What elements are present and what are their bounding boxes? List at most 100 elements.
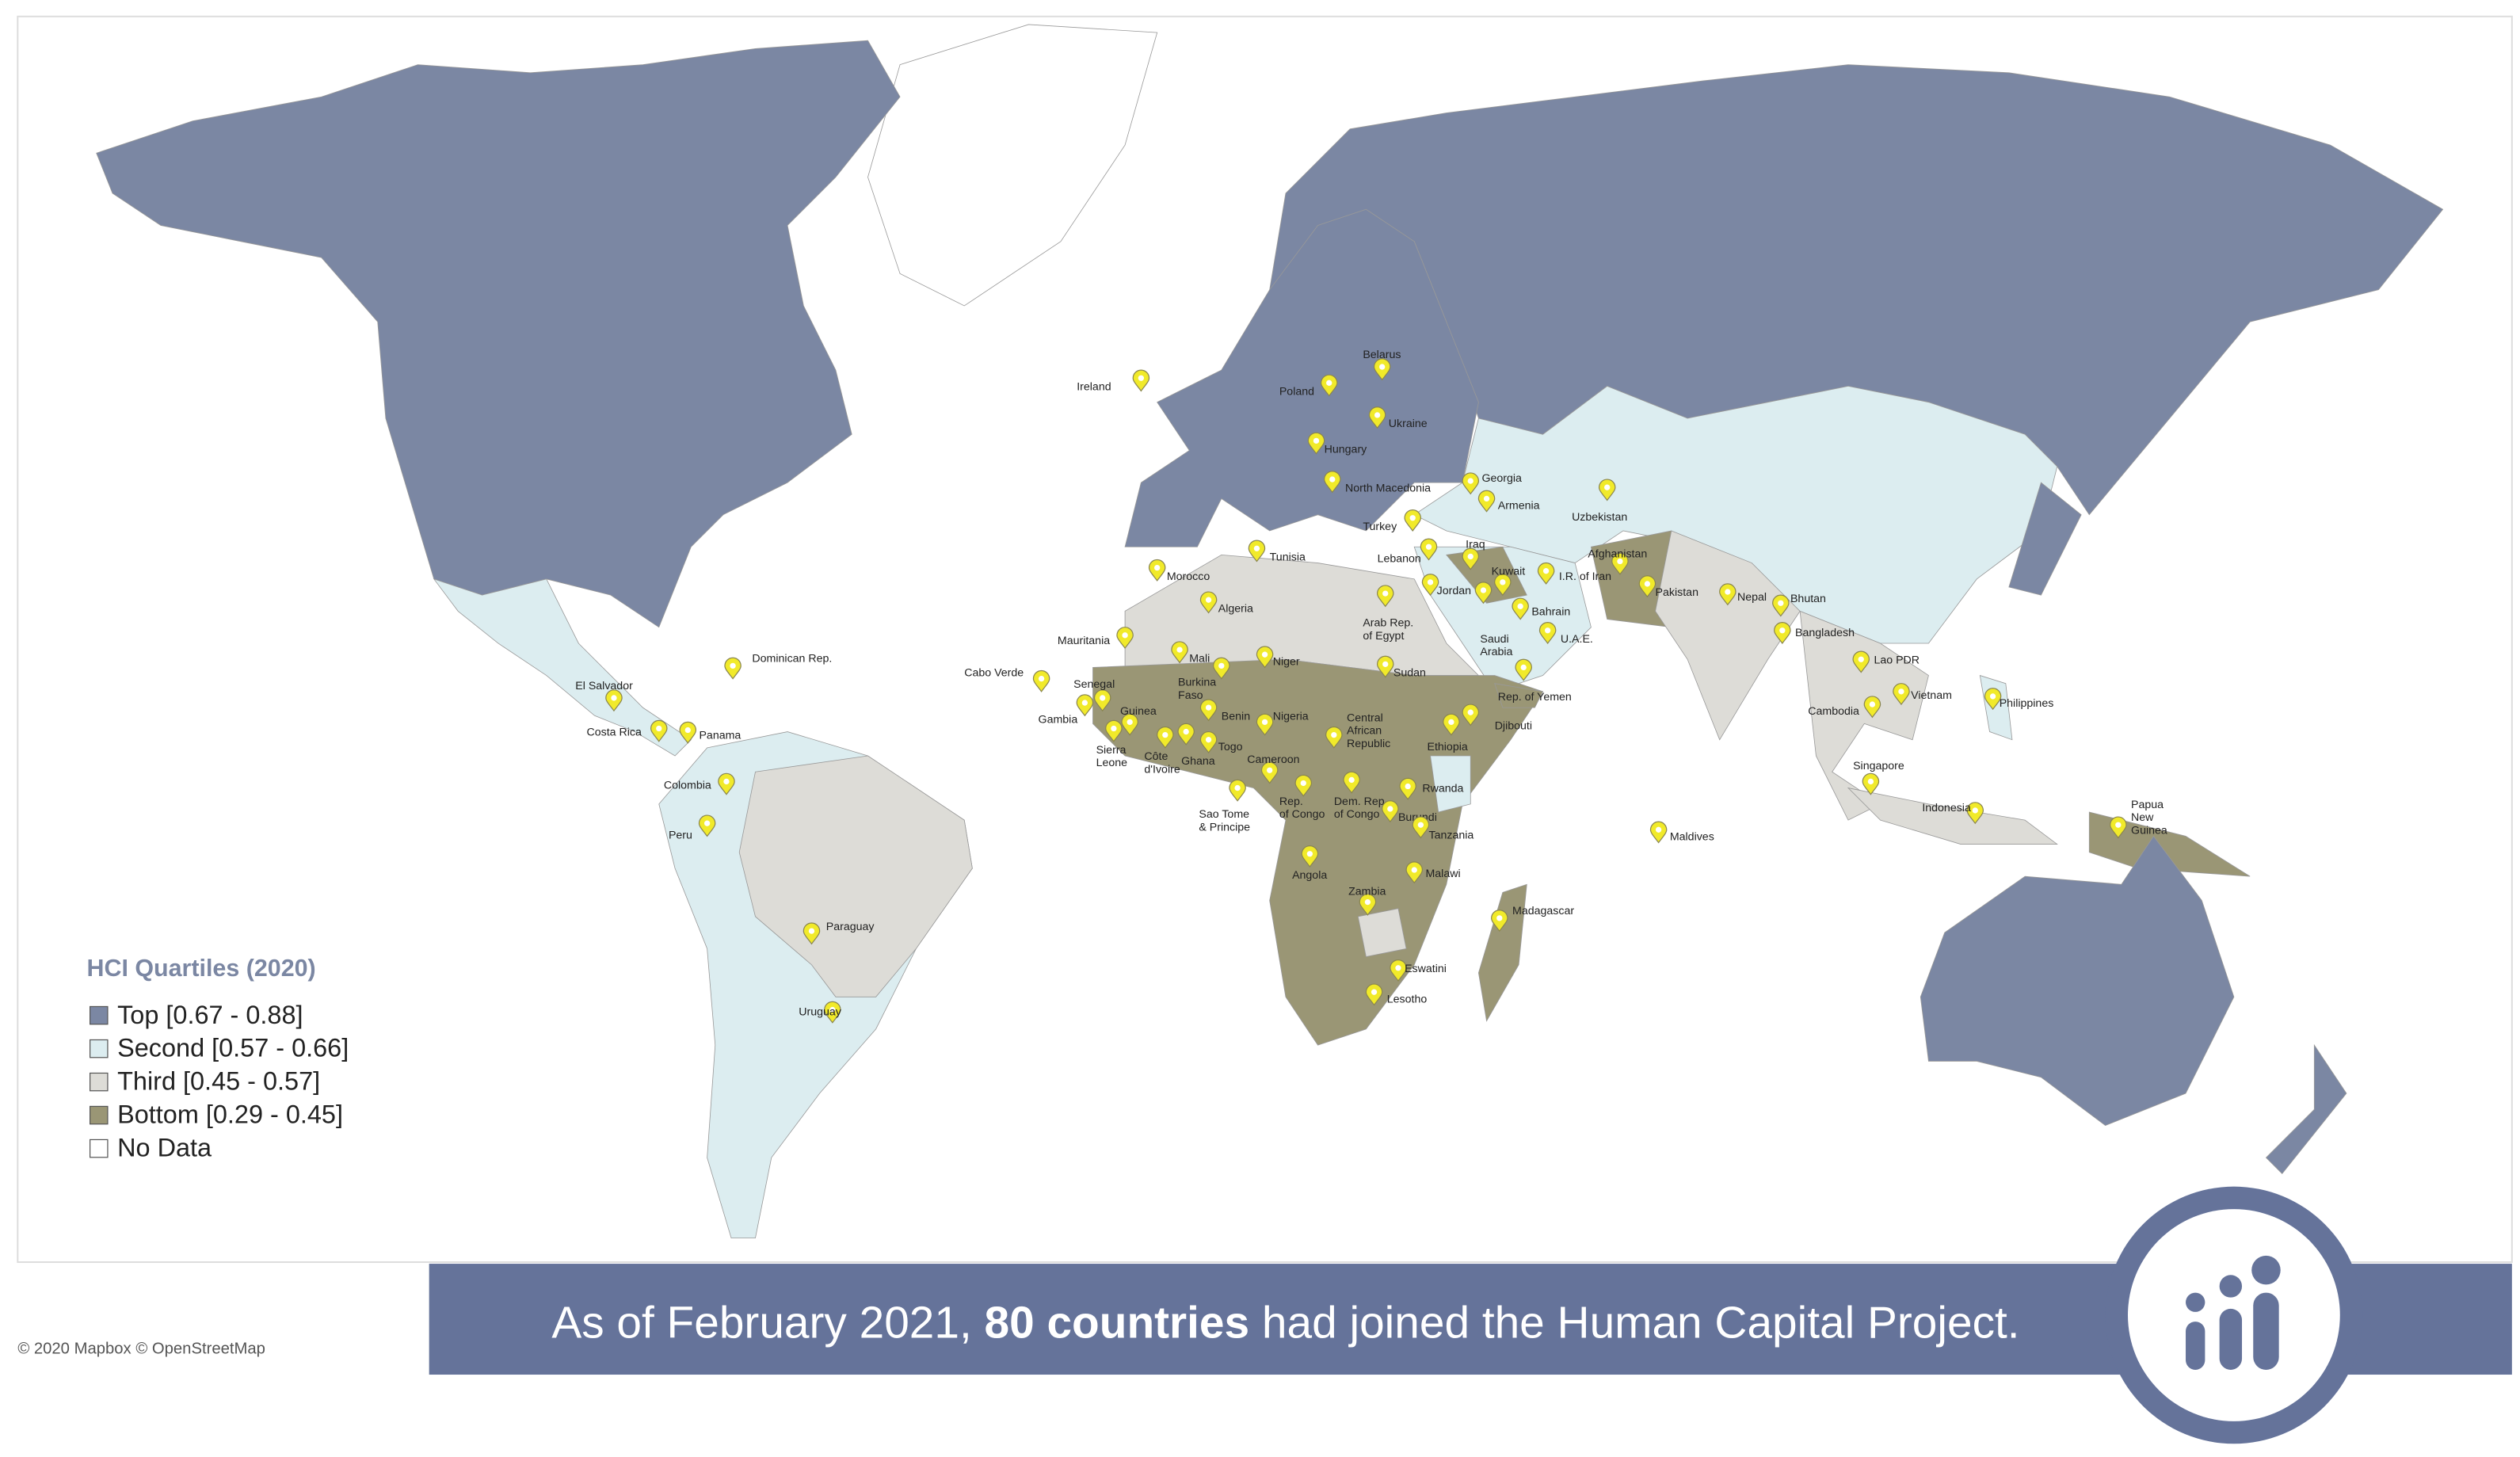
country-label: Paraguay [826, 921, 875, 933]
pin-dot [1779, 627, 1786, 634]
region [2088, 811, 2251, 877]
country-marker [1199, 699, 1218, 722]
country-marker [1376, 585, 1394, 608]
region [433, 578, 692, 757]
region [2008, 482, 2082, 596]
country-marker [1512, 597, 1529, 620]
country-label: Nepal [1737, 591, 1767, 604]
pin-dot [1644, 581, 1651, 587]
country-label: Arab Rep. [1363, 617, 1413, 630]
legend-items: Top [0.67 - 0.88] Second [0.57 - 0.66] Thi… [89, 1001, 349, 1162]
country-label: Saudi [1480, 633, 1508, 646]
country-label: Dem. Rep. [1334, 795, 1388, 808]
country-label: African [1347, 725, 1382, 738]
pin-dot [1604, 484, 1611, 490]
region [1920, 835, 2235, 1127]
pin-dot [1329, 476, 1336, 482]
pin-dot [1183, 728, 1189, 735]
country-label: Ireland [1077, 380, 1111, 393]
legend-label: Third [0.45 - 0.57] [117, 1067, 320, 1096]
pin-dot [808, 928, 815, 934]
pin-dot [1867, 778, 1874, 785]
legend-swatch [89, 1072, 109, 1092]
country-label: Belarus [1363, 349, 1401, 361]
pin-dot [1382, 661, 1389, 668]
region [1430, 755, 1471, 813]
country-label: Ethiopia [1427, 741, 1467, 753]
country-marker [1649, 821, 1668, 844]
country-label: Arabia [1480, 646, 1512, 658]
markers: Ireland Poland Belarus Ukraine Hungary North … [575, 349, 2167, 1024]
country-label: Tanzania [1429, 829, 1474, 841]
pin-dot [1162, 731, 1169, 738]
country-marker [1719, 583, 1737, 606]
pin-dot [1176, 646, 1183, 653]
country-label: Cambodia [1808, 705, 1859, 718]
country-label: Angola [1292, 869, 1327, 882]
country-label: Central [1347, 711, 1383, 724]
country-label: Singapore [1853, 760, 1904, 772]
pin-dot [1427, 579, 1434, 585]
pin-dot [1467, 709, 1473, 715]
country-marker [1301, 845, 1319, 868]
pin-dot [656, 725, 662, 732]
country-label: Niger [1273, 655, 1300, 668]
country-label: Mali [1189, 652, 1210, 665]
country-marker [1491, 910, 1508, 933]
region [2265, 1043, 2347, 1175]
country-label: Mauritania [1058, 635, 1110, 647]
country-label: Algeria [1218, 602, 1253, 615]
pin-dot [1405, 783, 1411, 790]
country-marker [1462, 704, 1480, 727]
banner-before: As of February 2021, [551, 1298, 984, 1348]
pin-dot [1448, 719, 1454, 726]
pin-dot [1542, 568, 1550, 574]
country-marker [1199, 591, 1218, 614]
legend-swatch [89, 1005, 109, 1025]
country-marker [1494, 574, 1512, 597]
country-label: d'Ivoire [1144, 763, 1180, 776]
country-marker [1376, 655, 1394, 678]
country-label: Ukraine [1389, 418, 1428, 430]
country-label: North Macedonia [1345, 482, 1431, 494]
pin-dot [1858, 656, 1864, 662]
country-label: Lebanon [1378, 553, 1421, 566]
banner-emphasis: 80 countries [985, 1298, 1250, 1348]
pin-dot [1483, 495, 1490, 502]
country-label: Senegal [1073, 678, 1115, 691]
pin-dot [1617, 558, 1623, 565]
pin-dot [1326, 380, 1332, 386]
country-label: Iraq [1466, 538, 1485, 551]
pin-dot [1972, 807, 1978, 814]
pin-dot [1898, 688, 1904, 695]
legend-label: Bottom [0.29 - 0.45] [117, 1100, 343, 1129]
country-label: Colombia [664, 780, 711, 792]
country-marker [1863, 696, 1881, 719]
pin-dot [1234, 784, 1241, 791]
country-label: Hungary [1325, 444, 1368, 456]
pin-dot [2115, 822, 2122, 828]
country-marker [1132, 369, 1150, 392]
country-marker [1412, 816, 1430, 839]
country-label: Sao Tome [1199, 808, 1249, 821]
pin-dot [1154, 564, 1161, 571]
country-marker [718, 772, 735, 795]
pin-dot [1395, 965, 1401, 971]
country-marker [1256, 713, 1274, 736]
pin-dot [1517, 603, 1523, 609]
pin-dot [1218, 662, 1225, 669]
country-label: Bhutan [1790, 593, 1826, 605]
country-marker [1032, 669, 1050, 692]
country-marker [724, 657, 742, 680]
region [1477, 883, 1527, 1022]
pin-dot [1655, 826, 1662, 833]
country-label: Georgia [1481, 472, 1522, 485]
country-label: Panama [699, 730, 741, 742]
country-marker [1256, 646, 1274, 669]
pin-dot [723, 778, 730, 785]
country-marker [1324, 471, 1341, 494]
pin-dot [1520, 664, 1527, 671]
country-label: I.R. of Iran [1559, 570, 1611, 583]
country-label: Sierra [1096, 744, 1127, 757]
country-label: Togo [1218, 741, 1243, 753]
